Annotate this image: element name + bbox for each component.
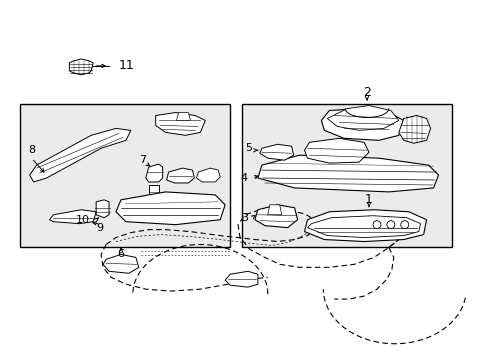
Text: 1: 1 [365, 193, 372, 206]
Polygon shape [176, 113, 190, 121]
Polygon shape [148, 185, 158, 200]
Polygon shape [326, 105, 398, 130]
Bar [242, 104, 451, 247]
Polygon shape [103, 255, 139, 273]
Polygon shape [155, 113, 205, 135]
Text: 2: 2 [363, 86, 370, 99]
Text: 10: 10 [76, 215, 90, 225]
Text: 5: 5 [244, 143, 251, 153]
Polygon shape [145, 164, 163, 182]
Text: 8: 8 [28, 145, 35, 155]
Text: 9: 9 [96, 222, 103, 233]
Polygon shape [307, 216, 420, 238]
Circle shape [372, 221, 380, 229]
Polygon shape [304, 138, 368, 163]
Polygon shape [69, 59, 93, 75]
Bar [20, 104, 230, 247]
Circle shape [400, 221, 408, 229]
Polygon shape [267, 205, 281, 215]
Polygon shape [166, 168, 194, 183]
Polygon shape [116, 192, 224, 225]
Polygon shape [254, 205, 297, 228]
Polygon shape [259, 144, 293, 160]
Polygon shape [224, 271, 257, 287]
Text: 4: 4 [241, 173, 247, 183]
Text: 6: 6 [117, 249, 124, 260]
Text: 3: 3 [241, 213, 247, 223]
Polygon shape [196, 168, 220, 182]
Polygon shape [257, 155, 438, 192]
Polygon shape [398, 116, 429, 143]
Text: 7: 7 [139, 155, 146, 165]
Polygon shape [96, 200, 109, 218]
Polygon shape [30, 129, 131, 182]
Circle shape [386, 221, 394, 229]
Polygon shape [321, 109, 403, 140]
Text: 11: 11 [119, 59, 135, 72]
Polygon shape [304, 210, 426, 242]
Polygon shape [49, 210, 96, 224]
